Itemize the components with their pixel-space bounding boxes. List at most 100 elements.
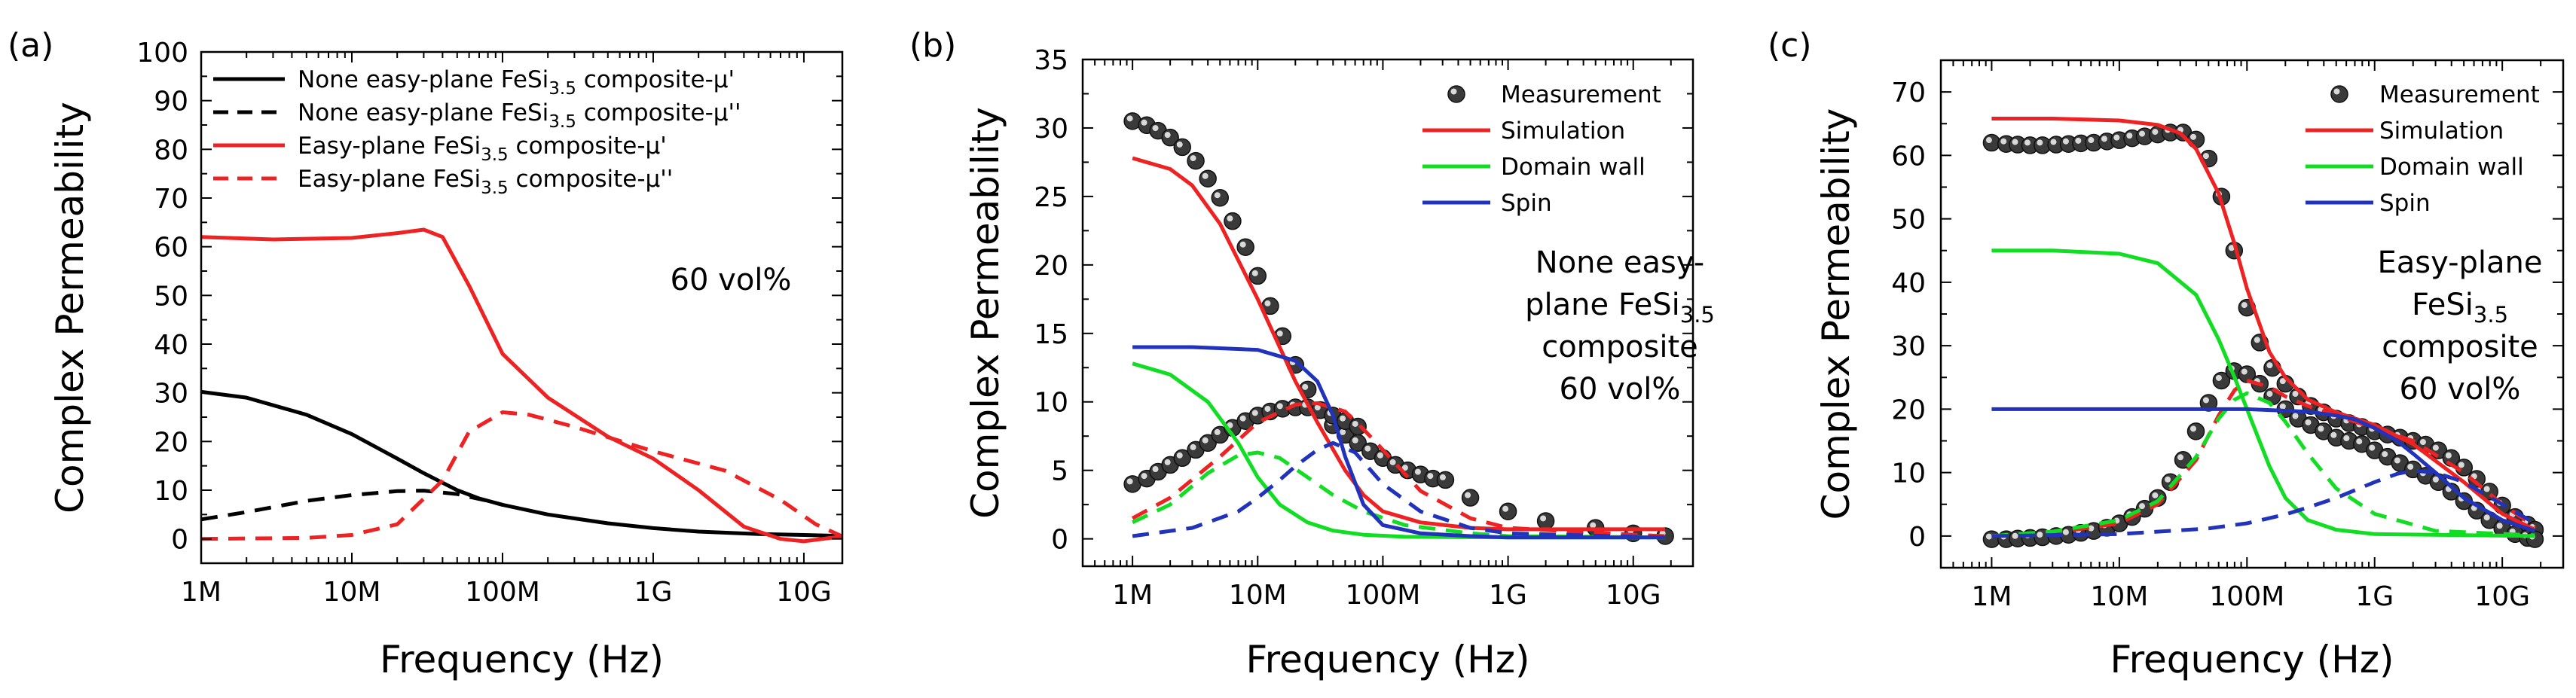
data-point-highlight	[1239, 241, 1246, 248]
data-point-highlight	[1164, 132, 1171, 139]
legend-label: Spin	[2379, 190, 2431, 217]
series-line	[201, 227, 842, 544]
data-point-highlight	[1264, 300, 1271, 306]
data-point-highlight	[1364, 445, 1371, 452]
legend-label-subscript: 3.5	[481, 178, 509, 198]
series-easy-plane-fesi3-5-composite-	[201, 227, 842, 544]
data-point	[2526, 530, 2544, 548]
y-tick-label: 25	[1034, 182, 1068, 213]
annotation-line: 60 vol%	[1560, 372, 1681, 407]
x-axis: 1M 10M 100M 1G 10G	[181, 52, 832, 608]
legend-marker	[1447, 85, 1465, 103]
data-point-highlight	[1202, 437, 1209, 443]
data-point-highlight	[2012, 139, 2018, 145]
data-point-highlight	[1340, 415, 1346, 422]
data-point	[1436, 471, 1455, 489]
data-point-highlight	[2254, 337, 2260, 343]
data-point-highlight	[2215, 374, 2222, 381]
y-tick-label: 0	[171, 525, 188, 556]
y-tick-label: 20	[154, 427, 188, 458]
data-point-highlight	[2050, 139, 2057, 145]
legend-label: Spin	[1501, 190, 1552, 217]
data-point-highlight	[2496, 523, 2503, 529]
x-tick-label: 100M	[2209, 581, 2284, 612]
series-none-easy-plane-fesi3-5-composite-	[201, 489, 503, 522]
series-line	[1991, 117, 2536, 532]
y-tick-label: 40	[1891, 268, 1926, 299]
plot-frame	[1081, 58, 1694, 568]
annotation-line: FeSi3.5	[2412, 288, 2508, 328]
x-tick-label: 1G	[1489, 580, 1527, 611]
data-point-highlight	[2432, 476, 2439, 483]
x-tick-label: 10M	[323, 577, 381, 608]
data-point-highlight	[2012, 532, 2018, 539]
data-point-highlight	[2075, 137, 2082, 144]
y-tick-label: 0	[1908, 522, 1926, 553]
data-point	[1199, 169, 1217, 187]
data-point-highlight	[2369, 444, 2376, 451]
x-axis: 1M 10M 100M 1G 10G	[1082, 59, 1694, 611]
data-point-highlight	[1214, 192, 1221, 199]
y-tick-label: 80	[154, 135, 188, 166]
legend-marker	[2330, 85, 2348, 103]
data-point-highlight	[2330, 431, 2337, 438]
data-point-highlight	[2165, 476, 2171, 483]
data-point-highlight	[1152, 465, 1159, 472]
x-tick-label: 10M	[1229, 580, 1287, 611]
data-point-highlight	[2343, 435, 2350, 441]
y-axis-title: Complex Permeability	[48, 102, 92, 514]
data-point-highlight	[1141, 473, 1147, 480]
data-point-highlight	[2266, 362, 2273, 369]
legend-label: Easy-plane FeSi3.5 composite-μ'	[298, 133, 667, 165]
series-none-easy-plane-fesi3-5-composite-	[201, 389, 842, 538]
series-easy-plane-fesi3-5-composite-	[201, 410, 842, 541]
legend-label: Measurement	[1501, 81, 1661, 108]
data-point-highlight	[1465, 492, 1471, 498]
legend-label-text: None easy-plane FeSi	[298, 66, 549, 93]
plot-area	[201, 227, 842, 544]
data-point-highlight	[2062, 529, 2069, 535]
legend-label-text: composite-μ'	[509, 133, 667, 160]
data-point-highlight	[2202, 153, 2209, 160]
series-domain-wall-	[1991, 391, 2535, 538]
legend-label-subscript: 3.5	[481, 145, 509, 165]
annotation: 60 vol%	[671, 263, 792, 297]
data-point-highlight	[2432, 444, 2439, 451]
series-line	[1991, 468, 2536, 538]
y-axis-title: Complex Permeability	[1814, 108, 1858, 520]
x-tick-label: 10G	[776, 577, 832, 608]
data-point-highlight	[2292, 391, 2299, 398]
y-axis: 0 10 20 30 40 50 60 70 80 90 100	[136, 38, 842, 556]
data-point-highlight	[1985, 137, 1992, 144]
series-line	[201, 489, 503, 522]
data-point-highlight	[2394, 457, 2400, 464]
x-tick-label: 10G	[1606, 580, 1661, 611]
chart-panel-3: (c) 1M 10M 100M 1G 10G 0 10 20 30 40 50 60 70 Frequenc…	[1768, 26, 2565, 681]
legend-marker-highlight	[1450, 88, 1457, 95]
data-point-highlight	[1439, 474, 1446, 480]
data-point-highlight	[1190, 155, 1196, 162]
x-tick-label: 1M	[181, 577, 222, 608]
data-point-highlight	[2419, 439, 2426, 446]
series-domain-wall-	[1132, 450, 1666, 540]
data-point-highlight	[2318, 425, 2324, 432]
data-point-highlight	[2382, 451, 2388, 458]
data-point-highlight	[2292, 413, 2299, 419]
series-line	[1131, 401, 1666, 538]
x-tick-label: 1M	[1112, 580, 1153, 611]
data-point-highlight	[2202, 397, 2209, 404]
data-point-highlight	[2189, 133, 2196, 140]
data-point-highlight	[1227, 215, 1233, 222]
series-line	[201, 389, 842, 538]
x-axis-title: Frequency (Hz)	[380, 638, 664, 681]
data-point-highlight	[2088, 525, 2095, 532]
series-spin-	[1132, 440, 1666, 540]
y-tick-label: 70	[154, 184, 188, 215]
data-point-highlight	[2305, 419, 2312, 425]
data-point-highlight	[1126, 478, 1133, 485]
data-point-highlight	[2152, 129, 2159, 136]
data-point-highlight	[2113, 134, 2120, 141]
y-axis-title: Complex Permeability	[964, 107, 1007, 519]
y-axis: 0 10 20 30 40 50 60 70	[1891, 78, 2563, 553]
